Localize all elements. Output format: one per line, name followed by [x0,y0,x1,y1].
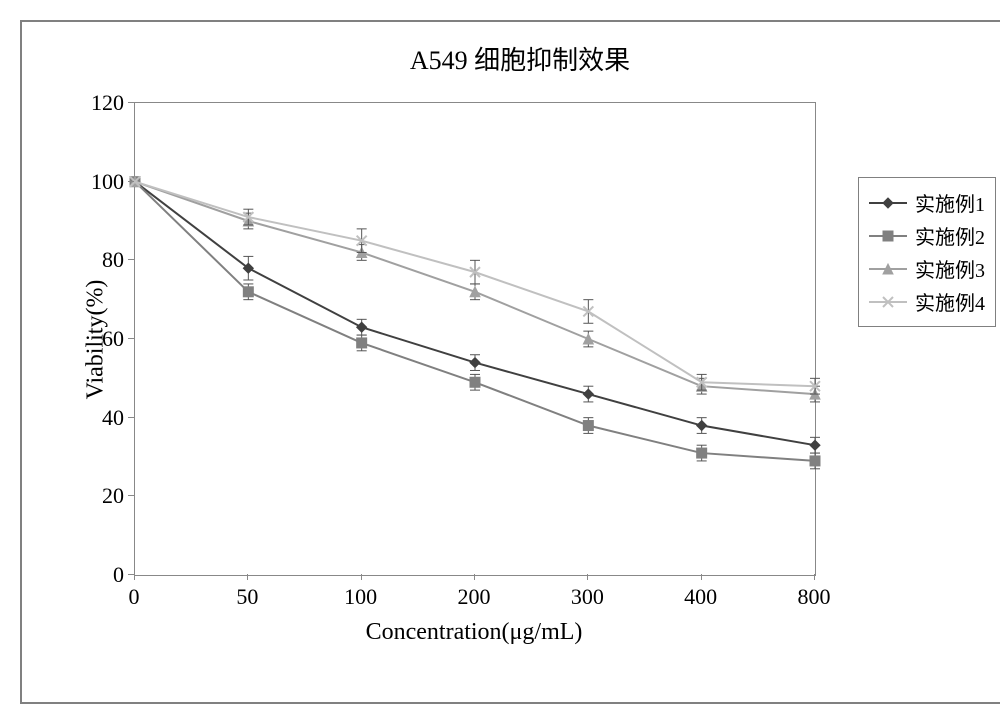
x-tick-mark [474,574,475,580]
series-marker [357,322,367,332]
y-tick-label: 100 [74,169,124,195]
x-tick-mark [814,574,815,580]
y-tick-label: 80 [74,247,124,273]
x-tick-label: 400 [671,584,731,610]
y-tick-label: 40 [74,405,124,431]
y-tick-mark [128,417,134,418]
legend-label: 实施例1 [915,188,985,217]
x-tick-mark [587,574,588,580]
x-tick-label: 0 [104,584,164,610]
series-marker [243,287,253,297]
y-tick-mark [128,259,134,260]
legend-item: 实施例1 [869,188,985,217]
series-marker [470,358,480,368]
x-tick-label: 800 [784,584,844,610]
legend: 实施例1 实施例2 实施例3 实施例4 [858,177,996,327]
x-tick-mark [134,574,135,580]
x-tick-label: 50 [217,584,277,610]
plot-svg [135,103,815,575]
series-line [135,182,815,446]
plot-area [134,102,816,576]
series-marker [583,334,593,344]
legend-label: 实施例2 [915,221,985,250]
series-line [135,182,815,461]
legend-item: 实施例2 [869,221,985,250]
series-marker [697,448,707,458]
series-marker [470,377,480,387]
x-tick-mark [247,574,248,580]
x-axis-label: Concentration(μg/mL) [134,619,814,646]
legend-item: 实施例3 [869,254,985,283]
y-tick-label: 20 [74,483,124,509]
series-marker [810,440,820,450]
x-tick-label: 300 [557,584,617,610]
x-tick-label: 100 [331,584,391,610]
y-tick-mark [128,338,134,339]
chart-title: A549 细胞抑制效果 [22,40,1000,77]
y-tick-mark [128,495,134,496]
y-tick-mark [128,102,134,103]
y-axis-label: Viability(%) [82,280,109,400]
series-marker [583,389,593,399]
legend-label: 实施例3 [915,254,985,283]
y-tick-mark [128,181,134,182]
series-marker [470,287,480,297]
series-marker [697,421,707,431]
x-tick-mark [361,574,362,580]
series-marker [357,338,367,348]
x-tick-mark [701,574,702,580]
legend-item: 实施例4 [869,287,985,316]
series-marker [810,456,820,466]
chart-container: A549 细胞抑制效果 020406080100120 050100200300… [20,20,1000,704]
legend-label: 实施例4 [915,287,985,316]
x-tick-label: 200 [444,584,504,610]
y-tick-label: 120 [74,90,124,116]
series-marker [583,421,593,431]
